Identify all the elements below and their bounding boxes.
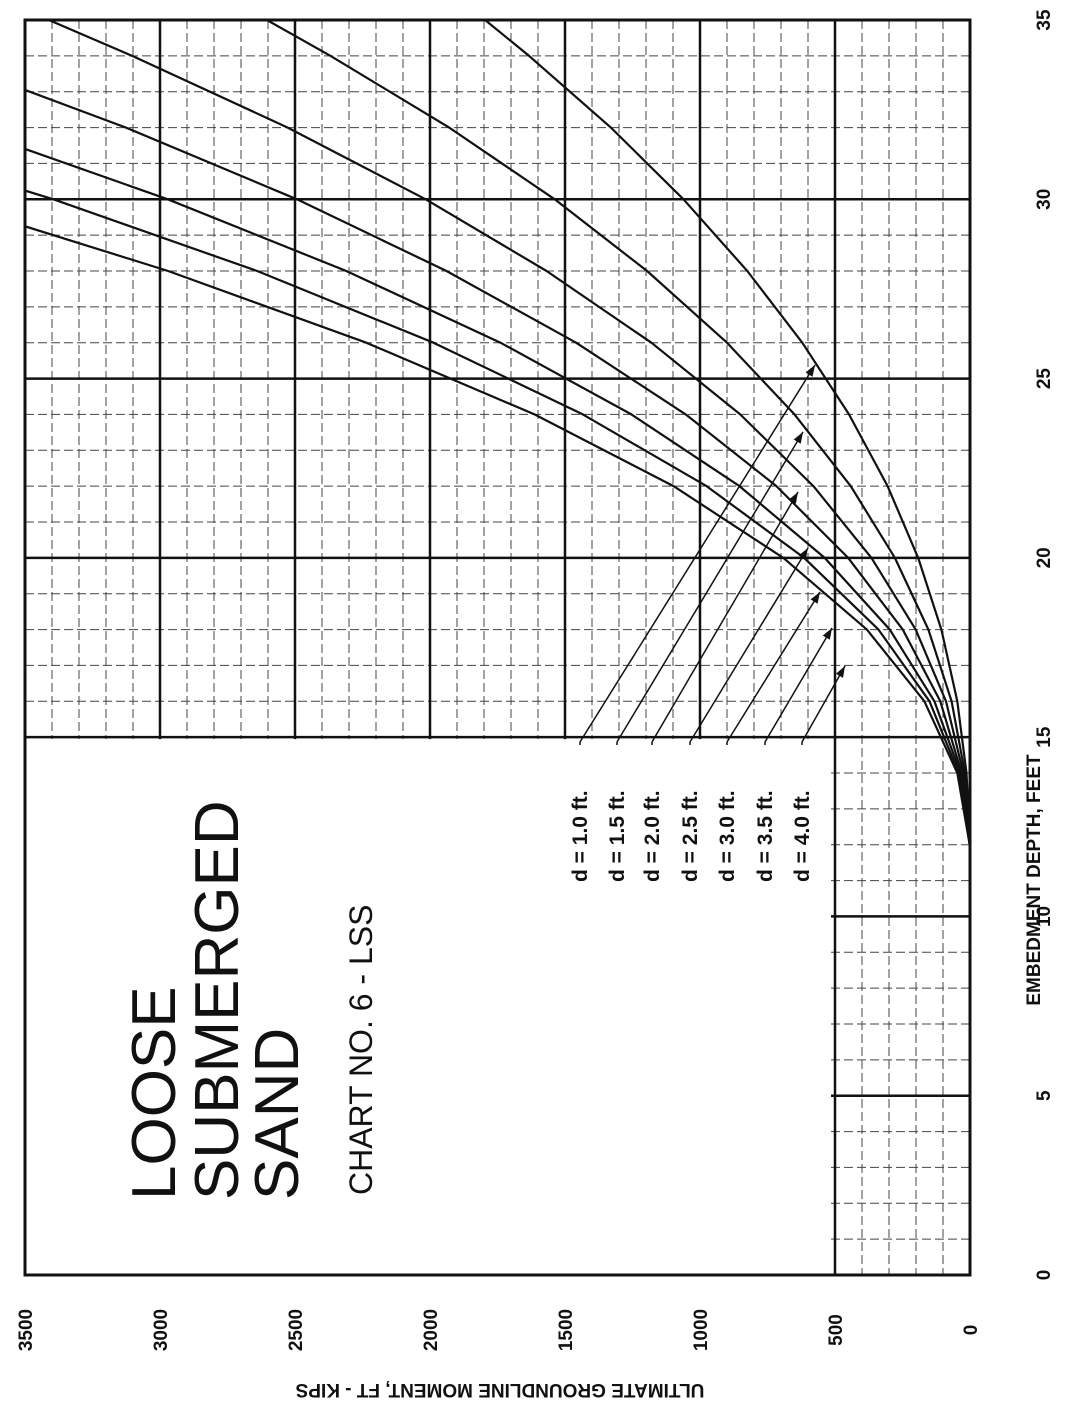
x-tick-label: 15 bbox=[1034, 726, 1055, 748]
arrow-head bbox=[835, 666, 845, 678]
y-tick-label: 2500 bbox=[286, 1309, 307, 1351]
x-tick-label: 0 bbox=[1034, 1270, 1055, 1281]
legend-label: d = 3.5 ft. bbox=[754, 790, 777, 882]
leader-line bbox=[726, 591, 821, 743]
x-tick-label: 20 bbox=[1034, 547, 1055, 568]
y-tick-label: 3000 bbox=[151, 1309, 172, 1351]
x-tick-label: 35 bbox=[1034, 9, 1055, 31]
x-axis-title: EMBEDMENT DEPTH, FEET bbox=[1024, 754, 1045, 1006]
curve bbox=[484, 20, 970, 845]
curve bbox=[266, 20, 970, 845]
leader-line bbox=[651, 491, 799, 743]
curve bbox=[25, 225, 970, 845]
legend-label: d = 4.0 ft. bbox=[791, 790, 814, 882]
arrow-head bbox=[788, 492, 798, 504]
leader-line bbox=[801, 665, 846, 743]
arrow-head bbox=[793, 432, 803, 444]
labels: 0 5 10 15 20 25 30 35 0 500 1000 1500 2000 2500 3000 35… bbox=[16, 9, 1055, 1351]
subtitle: CHART NO. 6 - LSS bbox=[343, 905, 379, 1195]
legend-label: d = 2.0 ft. bbox=[641, 790, 664, 882]
legend-label: d = 1.5 ft. bbox=[606, 790, 629, 882]
x-tick-label: 5 bbox=[1034, 1090, 1055, 1101]
y-tick-label: 2000 bbox=[421, 1309, 442, 1351]
arrow-head bbox=[798, 548, 808, 560]
arrow-head bbox=[810, 592, 820, 604]
curves bbox=[25, 20, 970, 845]
y-tick-label: 1500 bbox=[556, 1309, 577, 1351]
curve bbox=[25, 88, 970, 845]
legend-label: d = 1.0 ft. bbox=[569, 790, 592, 882]
y-tick-label: 500 bbox=[826, 1314, 847, 1346]
y-tick-label: 1000 bbox=[691, 1309, 712, 1351]
title-line: SUBMERGED bbox=[183, 800, 252, 1200]
y-tick-label: 3500 bbox=[16, 1309, 37, 1351]
x-tick-label: 10 bbox=[1034, 906, 1055, 927]
leader-line bbox=[689, 547, 809, 743]
y-tick-label: 0 bbox=[961, 1325, 982, 1336]
leader-line bbox=[616, 431, 804, 743]
leader-line bbox=[579, 364, 816, 743]
curve bbox=[25, 189, 970, 845]
curve bbox=[48, 20, 970, 845]
title-line: LOOSE bbox=[120, 986, 189, 1200]
x-tick-label: 30 bbox=[1034, 189, 1055, 210]
legend-label: d = 2.5 ft. bbox=[679, 790, 702, 882]
legend-label: d = 3.0 ft. bbox=[716, 790, 739, 882]
arrow-head bbox=[805, 365, 815, 377]
text-panel bbox=[26, 739, 831, 1274]
x-tick-label: 25 bbox=[1034, 368, 1055, 390]
plot-frame bbox=[23, 18, 972, 1277]
title-line: SAND bbox=[243, 1028, 312, 1200]
arrow-head bbox=[822, 628, 832, 640]
leader-line bbox=[764, 627, 833, 743]
y-axis-title: ULTIMATE GROUNDLINE MOMENT, FT - KIPS bbox=[296, 1379, 705, 1400]
